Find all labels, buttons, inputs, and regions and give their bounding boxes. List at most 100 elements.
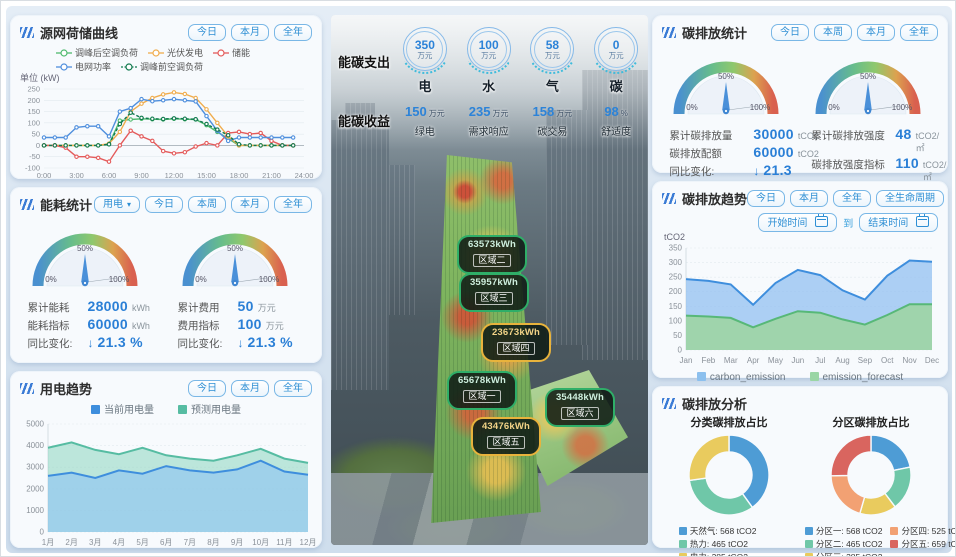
time-filter-button[interactable]: 全年 (833, 190, 872, 207)
time-filter-button[interactable]: 全生命周期 (876, 190, 945, 207)
legend-label: 天然气: 568 tCO2 (689, 526, 757, 536)
income-row-label: 能碳收益 (338, 114, 391, 129)
legend-item: 预测用电量 (178, 401, 241, 416)
income-item: 235 万元 需求响应 (469, 103, 509, 138)
time-filter-button[interactable]: 今日 (188, 380, 226, 397)
svg-text:Feb: Feb (701, 356, 715, 365)
arrow-down-icon: ↓ (87, 336, 94, 350)
svg-text:18:00: 18:00 (230, 171, 249, 180)
legend-label: 调峰前空调负荷 (140, 62, 204, 72)
time-filter-button[interactable]: 全年 (274, 24, 312, 41)
zone-energy-value: 65678kWh (457, 375, 507, 386)
zone-name: 区域三 (475, 292, 513, 305)
svg-text:150: 150 (27, 107, 40, 116)
zone-callout: 35448kWh 区域六 (545, 388, 615, 427)
svg-text:100%: 100% (892, 103, 912, 112)
time-filter-button[interactable]: 本月 (790, 190, 829, 207)
stat-value: 100 (237, 316, 262, 332)
time-filter-button[interactable]: 本月 (231, 24, 269, 41)
panel-title-icon (20, 27, 34, 38)
gauge-stat-row: 累计能耗 28000 kWh (28, 298, 165, 315)
time-filter-group: 今日 本周 本月 全年 (145, 196, 312, 213)
gauge-stat-row: 能耗指标 60000 kWh (28, 316, 165, 333)
legend-item: 天然气: 568 tCO2 (678, 525, 757, 537)
legend-marker-icon (56, 62, 72, 71)
svg-text:Oct: Oct (881, 356, 894, 365)
time-filter-button[interactable]: 本周 (814, 24, 852, 41)
svg-text:4000: 4000 (26, 441, 44, 450)
time-filter-button[interactable]: 今日 (747, 190, 786, 207)
expense-name: 碳 (609, 79, 623, 94)
legend-column: 分区四: 525 tCO2 分区五: 659 tCO2 (890, 525, 956, 550)
stat-value: 110 (895, 155, 919, 171)
svg-text:11月: 11月 (276, 538, 292, 547)
svg-text:100%: 100% (108, 275, 128, 284)
zone-energy-value: 23673kWh (491, 327, 541, 338)
legend-label: emission_forecast (822, 372, 904, 383)
gauge: 50% 0% 100% 累计能耗 28000 kWh 能耗指标 60000 kWh 同比变化: ↓ 2… (18, 220, 165, 351)
svg-text:Sep: Sep (858, 356, 873, 365)
income-item: 150 万元 绿电 (405, 103, 445, 138)
zone-callout: 43476kWh 区域五 (471, 417, 541, 456)
gauge-stat-row: 累计碳排放强度 48 tCO2/㎡ (811, 126, 940, 154)
power-trend-area-chart: 5000 4000 3000 2000 1000 0 1月 2月 3月 4月 5月 6月 7月 8月 9月 1… (14, 416, 322, 553)
legend-item: 分区四: 525 tCO2 (890, 525, 956, 537)
expense-value: 0 (612, 37, 620, 52)
gauge-dial: 50% 0% 100% (32, 233, 137, 287)
svg-text:3000: 3000 (26, 463, 44, 472)
time-filter-button[interactable]: 今日 (771, 24, 809, 41)
time-filter-group: 今日 本月 全年 (188, 24, 312, 41)
y-axis-unit-label: tCO2 (664, 232, 686, 242)
panel-power-trend: 用电趋势 今日 本月 全年 当前用电量 预测用电量 5000 4000 3000 2000 1… (10, 371, 322, 548)
yoy-label: 同比变化: (669, 166, 715, 178)
svg-text:50%: 50% (76, 244, 92, 253)
gauge-dial: 50% 0% 100% (182, 233, 287, 287)
chart-legend: 调峰后空调负荷 光伏发电 储能 电网功率 调峰前空调负荷 (56, 46, 308, 73)
stat-label: 能耗指标 (27, 320, 70, 332)
gauge-dial: 50% 0% 100% (673, 61, 779, 115)
svg-text:0: 0 (36, 141, 40, 150)
svg-text:200: 200 (669, 287, 683, 296)
income-value: 150 (405, 104, 427, 119)
legend-label: 光伏发电 (167, 48, 204, 58)
arrow-down-icon: ↓ (237, 336, 244, 350)
panel-title: 能耗统计 (40, 198, 93, 213)
stat-label: 累计费用 (177, 302, 220, 314)
legend-marker-icon (148, 48, 165, 57)
svg-text:100: 100 (27, 118, 40, 127)
legend-label: 分区一: 568 tCO2 (815, 526, 883, 536)
time-filter-button[interactable]: 本月 (231, 196, 269, 213)
start-time-picker[interactable]: 开始时间 (758, 213, 838, 232)
legend-label: 电力: 385 tCO2 (689, 552, 748, 557)
time-filter-button[interactable]: 全年 (274, 196, 312, 213)
time-filter-button[interactable]: 本月 (231, 380, 269, 397)
income-name: 绿电 (414, 127, 435, 138)
legend-swatch-icon (804, 540, 813, 548)
energy-type-dropdown[interactable]: 用电 ▾ (93, 196, 140, 213)
time-filter-button[interactable]: 全年 (900, 24, 938, 41)
time-filter-button[interactable]: 全年 (274, 380, 312, 397)
legend-label: 分区四: 525 tCO2 (901, 526, 956, 536)
time-filter-button[interactable]: 本月 (857, 24, 895, 41)
zone-callout: 65678kWh 区域一 (447, 371, 517, 410)
svg-text:0:00: 0:00 (37, 171, 52, 180)
time-filter-button[interactable]: 本周 (188, 196, 226, 213)
time-filter-button[interactable]: 今日 (188, 24, 226, 41)
svg-text:3月: 3月 (89, 538, 101, 547)
carbon-trend-area-chart: 350 300 250 200 150 100 50 0 Jan Feb Mar Apr May Jun J… (656, 242, 948, 371)
expense-name: 水 (482, 79, 496, 94)
legend-item: 调峰前空调负荷 (121, 60, 203, 73)
svg-text:9月: 9月 (231, 538, 243, 547)
end-time-picker[interactable]: 结束时间 (859, 213, 938, 232)
stat-unit: kWh (131, 321, 150, 331)
gauge-stat-row: 费用指标 100 万元 (178, 316, 315, 333)
svg-text:6月: 6月 (160, 538, 172, 547)
legend-swatch-icon (91, 405, 100, 414)
zone-callout: 35957kWh 区域三 (459, 273, 529, 312)
time-filter-button[interactable]: 今日 (145, 196, 183, 213)
svg-text:0: 0 (678, 346, 683, 355)
zone-name: 区域四 (497, 342, 535, 355)
svg-text:Jul: Jul (815, 356, 825, 365)
svg-text:Jan: Jan (680, 356, 693, 365)
expense-badge: 350 万元电 (402, 27, 447, 95)
